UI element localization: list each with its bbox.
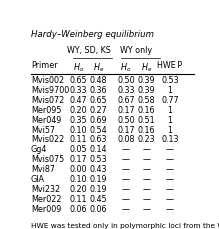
- Text: 0.20: 0.20: [69, 105, 87, 114]
- Text: —: —: [166, 164, 174, 173]
- Text: Mer022: Mer022: [31, 194, 61, 203]
- Text: 0.13: 0.13: [161, 135, 179, 144]
- Text: 0.50: 0.50: [117, 76, 135, 85]
- Text: 0.48: 0.48: [90, 76, 107, 85]
- Text: Mer009: Mer009: [31, 204, 61, 213]
- Text: 1: 1: [168, 115, 172, 124]
- Text: 0.08: 0.08: [117, 135, 134, 144]
- Text: 0.36: 0.36: [90, 85, 107, 94]
- Text: Mvis022: Mvis022: [31, 135, 64, 144]
- Text: 0.65: 0.65: [69, 76, 87, 85]
- Text: —: —: [122, 184, 130, 193]
- Text: 0.45: 0.45: [90, 194, 108, 203]
- Text: GIA: GIA: [31, 174, 45, 183]
- Text: WY, SD, KS: WY, SD, KS: [67, 46, 110, 55]
- Text: —: —: [122, 155, 130, 164]
- Text: 0.67: 0.67: [117, 95, 135, 104]
- Text: 0.33: 0.33: [70, 85, 87, 94]
- Text: WY only: WY only: [120, 46, 152, 55]
- Text: 0.06: 0.06: [90, 204, 107, 213]
- Text: 0.43: 0.43: [90, 164, 107, 173]
- Text: 0.05: 0.05: [69, 145, 87, 154]
- Text: 0.33: 0.33: [117, 85, 134, 94]
- Text: 0.39: 0.39: [137, 76, 155, 85]
- Text: HWE was tested only in polymorphic loci from the Wy
oming population.: HWE was tested only in polymorphic loci …: [31, 222, 219, 229]
- Text: 1: 1: [168, 85, 172, 94]
- Text: —: —: [142, 174, 150, 183]
- Text: 0.11: 0.11: [70, 135, 87, 144]
- Text: Hardy–Weinberg equilibrium: Hardy–Weinberg equilibrium: [31, 30, 154, 39]
- Text: 0.54: 0.54: [90, 125, 108, 134]
- Text: —: —: [142, 204, 150, 213]
- Text: 0.77: 0.77: [161, 95, 179, 104]
- Text: —: —: [122, 194, 130, 203]
- Text: Mvis002: Mvis002: [31, 76, 64, 85]
- Text: 0.53: 0.53: [161, 76, 179, 85]
- Text: $H_{\mathit{e}}$: $H_{\mathit{e}}$: [141, 61, 152, 74]
- Text: —: —: [166, 145, 174, 154]
- Text: Mvis9700: Mvis9700: [31, 85, 69, 94]
- Text: 0.11: 0.11: [70, 194, 87, 203]
- Text: 0.10: 0.10: [70, 125, 87, 134]
- Text: $H_{\mathit{o}}$: $H_{\mathit{o}}$: [120, 61, 131, 74]
- Text: 0.63: 0.63: [90, 135, 107, 144]
- Text: Mvi232: Mvi232: [31, 184, 60, 193]
- Text: Mer095: Mer095: [31, 105, 61, 114]
- Text: 0.27: 0.27: [90, 105, 108, 114]
- Text: —: —: [122, 145, 130, 154]
- Text: 0.16: 0.16: [138, 125, 155, 134]
- Text: 0.53: 0.53: [90, 155, 108, 164]
- Text: Mvi87: Mvi87: [31, 164, 55, 173]
- Text: $H_{\mathit{o}}$: $H_{\mathit{o}}$: [73, 61, 84, 74]
- Text: 0.14: 0.14: [90, 145, 107, 154]
- Text: 0.51: 0.51: [137, 115, 155, 124]
- Text: 0.20: 0.20: [69, 184, 87, 193]
- Text: —: —: [122, 174, 130, 183]
- Text: Primer: Primer: [31, 61, 57, 70]
- Text: —: —: [166, 174, 174, 183]
- Text: Mvi57: Mvi57: [31, 125, 55, 134]
- Text: HWE P: HWE P: [157, 61, 182, 70]
- Text: 0.65: 0.65: [90, 95, 108, 104]
- Text: —: —: [166, 194, 174, 203]
- Text: 0.58: 0.58: [137, 95, 155, 104]
- Text: —: —: [166, 184, 174, 193]
- Text: Gg4: Gg4: [31, 145, 47, 154]
- Text: 0.50: 0.50: [117, 115, 135, 124]
- Text: 0.35: 0.35: [69, 115, 87, 124]
- Text: 0.17: 0.17: [69, 155, 87, 164]
- Text: —: —: [122, 164, 130, 173]
- Text: 0.19: 0.19: [90, 174, 108, 183]
- Text: 0.19: 0.19: [90, 184, 108, 193]
- Text: Mvis075: Mvis075: [31, 155, 64, 164]
- Text: —: —: [142, 184, 150, 193]
- Text: 0.16: 0.16: [138, 105, 155, 114]
- Text: —: —: [142, 145, 150, 154]
- Text: 0.39: 0.39: [137, 85, 155, 94]
- Text: 0.23: 0.23: [137, 135, 155, 144]
- Text: 1: 1: [168, 125, 172, 134]
- Text: 0.69: 0.69: [90, 115, 108, 124]
- Text: —: —: [142, 194, 150, 203]
- Text: —: —: [166, 155, 174, 164]
- Text: —: —: [166, 204, 174, 213]
- Text: 0.06: 0.06: [70, 204, 87, 213]
- Text: —: —: [142, 155, 150, 164]
- Text: Mvis072: Mvis072: [31, 95, 64, 104]
- Text: —: —: [142, 164, 150, 173]
- Text: 0.47: 0.47: [69, 95, 87, 104]
- Text: 0.17: 0.17: [117, 105, 135, 114]
- Text: Mer049: Mer049: [31, 115, 61, 124]
- Text: —: —: [122, 204, 130, 213]
- Text: 0.00: 0.00: [70, 164, 87, 173]
- Text: 1: 1: [168, 105, 172, 114]
- Text: 0.10: 0.10: [70, 174, 87, 183]
- Text: 0.17: 0.17: [117, 125, 135, 134]
- Text: $H_{\mathit{e}}$: $H_{\mathit{e}}$: [93, 61, 104, 74]
